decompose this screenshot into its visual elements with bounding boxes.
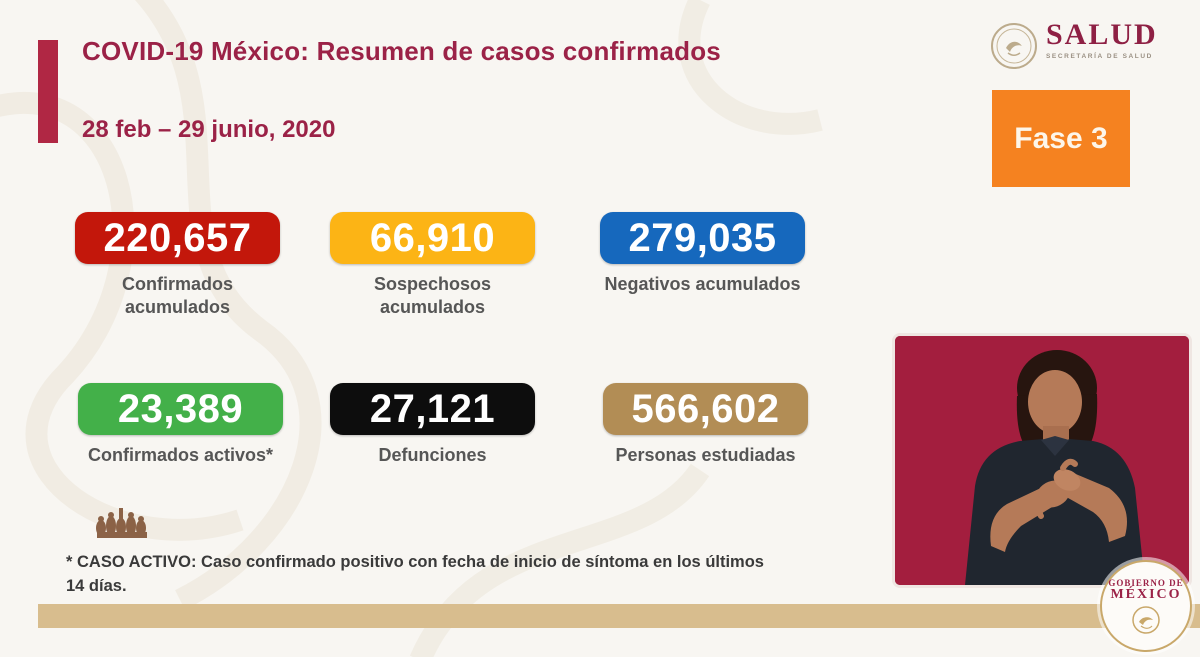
stat-sospechosos-acumulados: 66,910 Sospechosos acumulados (330, 212, 535, 318)
stat-label: Negativos acumulados (604, 274, 801, 294)
salud-logo: SALUD SECRETARÍA DE SALUD (988, 20, 1158, 72)
date-range: 28 feb – 29 junio, 2020 (82, 116, 336, 143)
bottom-bar (38, 604, 1200, 628)
stat-value-pill: 566,602 (603, 383, 808, 435)
footnote-caso-activo: * CASO ACTIVO: Caso confirmado positivo … (66, 553, 764, 595)
stat-confirmados-acumulados: 220,657 Confirmados acumulados (75, 212, 280, 318)
stat-value-pill: 27,121 (330, 383, 535, 435)
stat-negativos-acumulados: 279,035 Negativos acumulados (600, 212, 805, 296)
gob-badge-line1: GOBIERNO DE (1108, 578, 1184, 588)
stat-label: Personas estudiadas (615, 445, 796, 465)
interpreter-illustration (895, 336, 1189, 585)
stat-label: Confirmados acumulados (121, 274, 233, 317)
stat-label: Defunciones (378, 445, 487, 465)
stat-label: Sospechosos acumulados (373, 274, 492, 317)
figures-watermark-icon (93, 502, 151, 553)
gob-badge-line2: MÉXICO (1110, 587, 1182, 602)
stat-personas-estudiadas: 566,602 Personas estudiadas (603, 383, 808, 467)
gobierno-de-mexico-badge: GOBIERNO DE MÉXICO (1100, 560, 1192, 652)
stat-label: Confirmados activos* (87, 445, 274, 465)
stat-value-pill: 23,389 (78, 383, 283, 435)
title-accent-bar (38, 40, 58, 143)
stat-value-pill: 220,657 (75, 212, 280, 264)
phase-badge: Fase 3 (992, 90, 1130, 187)
salud-subtitle: SECRETARÍA DE SALUD (1046, 53, 1153, 60)
stat-confirmados-activos: 23,389 Confirmados activos* (78, 383, 283, 467)
stat-value-pill: 66,910 (330, 212, 535, 264)
page-title: COVID-19 México: Resumen de casos confir… (82, 36, 721, 66)
stat-value-pill: 279,035 (600, 212, 805, 264)
stat-defunciones: 27,121 Defunciones (330, 383, 535, 467)
gob-eagle-seal-icon (1132, 606, 1160, 634)
salud-seal-icon (991, 23, 1037, 69)
sign-language-interpreter-video (892, 333, 1192, 588)
salud-wordmark: SALUD (1046, 18, 1158, 51)
